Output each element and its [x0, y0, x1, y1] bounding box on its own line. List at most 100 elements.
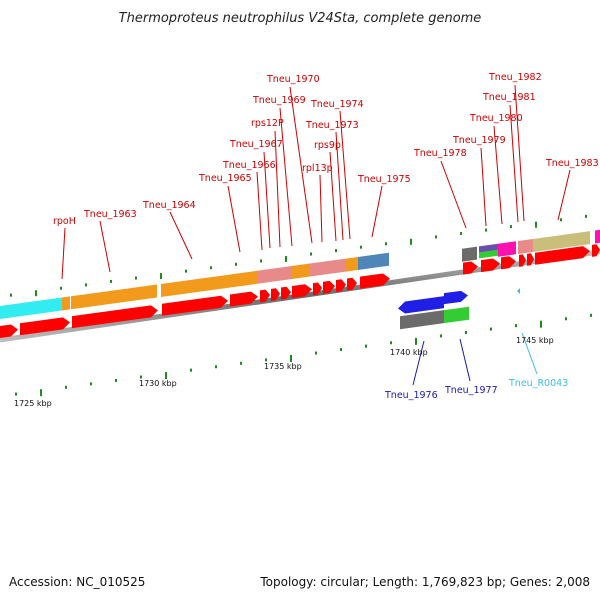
cds-arrow-forward: [20, 317, 70, 336]
accession-text: Accession: NC_010525: [9, 575, 145, 589]
leader-line: [371, 185, 383, 238]
gene-label-Tneu_1963[interactable]: Tneu_1963: [83, 209, 137, 220]
gene-label-Tneu_1977[interactable]: Tneu_1977: [444, 385, 498, 396]
gene-label-Tneu_1964[interactable]: Tneu_1964: [142, 200, 196, 211]
cds-arrow-forward: [260, 289, 270, 303]
gene-label-Tneu_1980[interactable]: Tneu_1980: [469, 113, 523, 124]
tick-mark: [315, 351, 317, 355]
cds-arrow-forward: [347, 277, 357, 291]
gene-label-Tneu_1974[interactable]: Tneu_1974: [310, 99, 364, 110]
tick-mark: [560, 218, 562, 222]
cds-arrow-forward: [527, 253, 534, 266]
gene-label-Tneu_1965[interactable]: Tneu_1965: [198, 173, 252, 184]
tick-mark: [40, 389, 42, 397]
gene-label-rpoH[interactable]: rpoH: [53, 216, 76, 227]
cds-arrow-forward: [592, 244, 600, 257]
tick-mark: [160, 273, 162, 280]
scale-label-1745: 1745 kbp: [516, 336, 554, 345]
gene-label-rps12P[interactable]: rps12P: [251, 118, 284, 129]
gene-label-Tneu_1978[interactable]: Tneu_1978: [413, 148, 467, 159]
tick-mark: [235, 262, 237, 266]
gene-label-Tneu_1979[interactable]: Tneu_1979: [452, 135, 506, 146]
tick-mark: [460, 231, 462, 235]
cds-arrow-forward: [271, 288, 280, 301]
tick-mark: [340, 348, 342, 352]
tick-mark: [185, 269, 187, 273]
tick-mark: [240, 361, 242, 365]
gene-label-Tneu_1969[interactable]: Tneu_1969: [252, 95, 306, 106]
gene-block-magenta: [498, 241, 516, 257]
tick-mark: [60, 286, 62, 290]
leader-line: [459, 338, 471, 382]
gene-block-pink-2: [310, 258, 345, 277]
tick-mark: [135, 276, 137, 280]
cds-arrow-forward: [281, 286, 291, 300]
feature-tracks: [0, 229, 600, 338]
leader-line: [169, 211, 193, 260]
cds-arrow-forward: [230, 291, 258, 307]
tick-mark: [65, 385, 67, 389]
scale-label-1740: 1740 kbp: [390, 348, 428, 357]
tick-mark: [385, 242, 387, 246]
tick-mark: [35, 290, 37, 297]
tick-mark: [260, 259, 262, 263]
cds-arrow-forward: [336, 279, 346, 292]
cds-arrow-forward: [501, 256, 516, 270]
gene-label-rps9p[interactable]: rps9p: [314, 140, 341, 151]
tick-mark: [190, 368, 192, 372]
gene-label-rpl13p[interactable]: rpl13p: [302, 163, 333, 174]
tick-mark: [410, 238, 412, 245]
leader-line: [329, 151, 337, 242]
leader-line: [335, 131, 344, 241]
tick-mark: [485, 228, 487, 232]
gene-block-pink-3: [518, 238, 533, 255]
gene-block-1977-green: [444, 306, 469, 324]
gene-label-Tneu_1967[interactable]: Tneu_1967: [229, 139, 283, 150]
leader-line: [256, 171, 263, 251]
gene-label-Tneu_1982[interactable]: Tneu_1982: [488, 72, 542, 83]
tick-mark: [115, 378, 117, 382]
cds-arrow-forward: [463, 261, 478, 275]
tick-mark: [10, 293, 12, 297]
tick-mark: [515, 324, 517, 328]
gene-label-Tneu_R0043[interactable]: Tneu_R0043: [508, 378, 568, 389]
gene-label-Tneu_1975[interactable]: Tneu_1975: [357, 174, 411, 185]
gene-block-gray: [462, 246, 477, 262]
cds-arrow-reverse-1976: [398, 296, 444, 314]
tick-mark: [90, 382, 92, 386]
tick-mark: [510, 225, 512, 229]
position-ticks: [10, 214, 592, 397]
leader-line: [274, 130, 281, 248]
leader-line: [493, 125, 503, 225]
label-leader-lines: [61, 84, 571, 386]
gene-block-rpoH: [62, 296, 70, 311]
leader-line: [227, 185, 241, 253]
gene-label-Tneu_1983[interactable]: Tneu_1983: [545, 158, 599, 169]
gene-label-Tneu_1973[interactable]: Tneu_1973: [305, 120, 359, 131]
tick-mark: [285, 255, 287, 262]
leader-line: [339, 110, 351, 240]
gene-label-Tneu_1976[interactable]: Tneu_1976: [384, 390, 438, 401]
leader-line: [412, 340, 425, 386]
tick-mark: [215, 365, 217, 369]
leader-line: [99, 220, 111, 273]
tick-mark: [210, 266, 212, 270]
tick-mark: [440, 334, 442, 338]
gene-block-cyan: [0, 297, 62, 319]
leader-line: [557, 169, 571, 221]
rna-marker-R0043: [517, 288, 520, 294]
tick-mark: [15, 392, 17, 396]
gene-label-Tneu_1966[interactable]: Tneu_1966: [222, 160, 276, 171]
leader-line: [514, 84, 525, 222]
cds-arrow-forward: [360, 273, 390, 289]
cds-arrow-forward: [0, 324, 18, 338]
gene-block-1977-gray: [400, 310, 444, 330]
gene-block-olive: [533, 231, 590, 252]
gene-label-Tneu_1970[interactable]: Tneu_1970: [266, 74, 320, 85]
tick-mark: [110, 279, 112, 283]
gene-label-Tneu_1981[interactable]: Tneu_1981: [482, 92, 536, 103]
leader-line: [319, 174, 323, 243]
gene-block-1975: [358, 252, 389, 270]
gene-block-1963: [71, 284, 157, 310]
